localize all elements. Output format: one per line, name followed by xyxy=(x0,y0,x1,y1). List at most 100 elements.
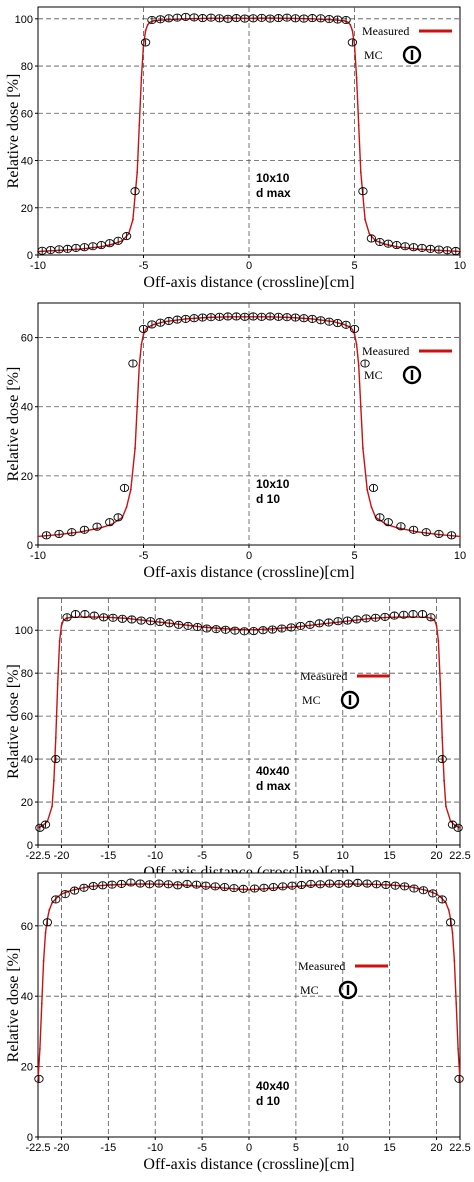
mc-point xyxy=(362,879,372,888)
y-tick-label: 80 xyxy=(21,61,33,73)
mc-point xyxy=(295,621,306,630)
field-annotation: 40x40 xyxy=(256,1079,290,1093)
legend: Measured MC xyxy=(362,344,452,385)
measured-point xyxy=(435,625,438,627)
x-tick-label: -15 xyxy=(100,850,116,862)
measured-point xyxy=(44,931,47,934)
mc-point xyxy=(130,187,140,196)
mc-point xyxy=(371,880,382,889)
mc-marker-circle xyxy=(295,621,306,630)
mc-point xyxy=(60,890,70,899)
mc-point xyxy=(41,531,52,540)
measured-point xyxy=(443,779,445,782)
mc-marker-circle xyxy=(96,241,106,250)
mc-marker-circle xyxy=(173,881,183,890)
mc-point xyxy=(400,882,410,891)
mc-marker-circle xyxy=(219,883,230,892)
mc-point xyxy=(332,319,343,328)
mc-point xyxy=(163,880,174,889)
mc-point xyxy=(96,241,106,250)
x-tick-label: 0 xyxy=(246,550,252,562)
mc-point xyxy=(210,882,220,891)
mc-point xyxy=(67,528,77,537)
legend: Measured MC xyxy=(362,24,452,65)
measured-point xyxy=(153,19,155,22)
mc-point xyxy=(324,879,335,888)
mc-point xyxy=(126,878,136,887)
measured-point xyxy=(445,902,447,904)
legend-swatch-mc xyxy=(340,690,360,710)
mc-point xyxy=(229,884,239,893)
mc-point xyxy=(360,359,370,368)
mc-point xyxy=(92,522,102,531)
mc-point xyxy=(368,483,379,493)
x-tick-label: -15 xyxy=(100,1142,116,1154)
mc-point xyxy=(287,881,297,890)
mc-marker-circle xyxy=(341,320,351,329)
mc-marker-circle xyxy=(277,624,287,633)
mc-point xyxy=(408,525,419,534)
mc-point xyxy=(296,880,307,890)
legend-swatch-mc xyxy=(402,365,422,385)
x-tick-label: 10 xyxy=(454,550,466,562)
mc-marker-circle xyxy=(220,625,231,634)
mc-point xyxy=(409,884,419,893)
measured-point xyxy=(440,896,443,899)
measured-point xyxy=(53,779,55,782)
mc-marker-circle xyxy=(183,621,193,630)
chart-panel-2: -10 -5 0 5 10 0 20 40 60 Off-axis distance (cross… xyxy=(5,302,466,581)
mc-point xyxy=(421,528,431,537)
y-tick-label: 100 xyxy=(15,14,33,26)
mc-marker-circle xyxy=(375,513,385,522)
mc-point xyxy=(389,611,400,620)
measured-point xyxy=(51,902,53,904)
mc-point xyxy=(349,324,360,333)
mc-marker-circle xyxy=(98,881,108,890)
field-annotation: 40x40 xyxy=(256,764,290,778)
mc-marker-circle xyxy=(229,884,239,893)
x-tick-label: -10 xyxy=(147,850,163,862)
mc-point xyxy=(105,518,115,527)
measured-point xyxy=(51,805,53,808)
measured-point xyxy=(146,23,149,26)
measured-point xyxy=(136,171,139,174)
mc-point xyxy=(182,879,192,888)
mc-point xyxy=(315,880,325,889)
mc-marker-circle xyxy=(360,359,370,368)
mc-point xyxy=(89,611,99,620)
mc-marker-circle xyxy=(211,625,221,634)
mc-point xyxy=(249,627,259,636)
mc-point xyxy=(277,624,287,633)
mc-marker-circle xyxy=(136,616,146,625)
y-tick-label: 60 xyxy=(21,333,33,345)
mc-marker-circle xyxy=(347,38,358,47)
measured-point xyxy=(357,124,360,126)
mc-point xyxy=(80,610,90,619)
mc-marker-circle xyxy=(334,879,344,888)
mc-point xyxy=(98,613,109,622)
mc-point xyxy=(34,1074,44,1083)
measured-point xyxy=(138,124,141,126)
mc-marker-circle xyxy=(258,626,268,635)
mc-marker-circle xyxy=(117,614,128,623)
mc-point xyxy=(249,884,260,893)
x-tick-label: 15 xyxy=(384,850,396,862)
y-axis-label: Relative dose [%] xyxy=(5,74,22,189)
measured-point xyxy=(110,243,113,246)
y-axis-label: Relative dose [%] xyxy=(5,948,22,1063)
mc-point xyxy=(135,879,145,888)
mc-marker-circle xyxy=(341,15,351,25)
mc-marker-circle xyxy=(126,878,136,887)
mc-point xyxy=(434,529,444,538)
measured-point xyxy=(451,931,454,934)
mc-point xyxy=(230,626,240,635)
mc-marker-circle xyxy=(140,38,151,47)
mc-point xyxy=(79,883,89,892)
mc-point xyxy=(108,613,118,622)
mc-marker-circle xyxy=(451,246,461,256)
y-tick-label: 20 xyxy=(21,203,33,215)
legend-swatch-mc xyxy=(338,980,358,1000)
mc-marker-circle xyxy=(70,610,81,619)
mc-marker-circle xyxy=(352,615,362,624)
x-axis-label: Off-axis distance (crossline)[cm] xyxy=(143,274,354,291)
